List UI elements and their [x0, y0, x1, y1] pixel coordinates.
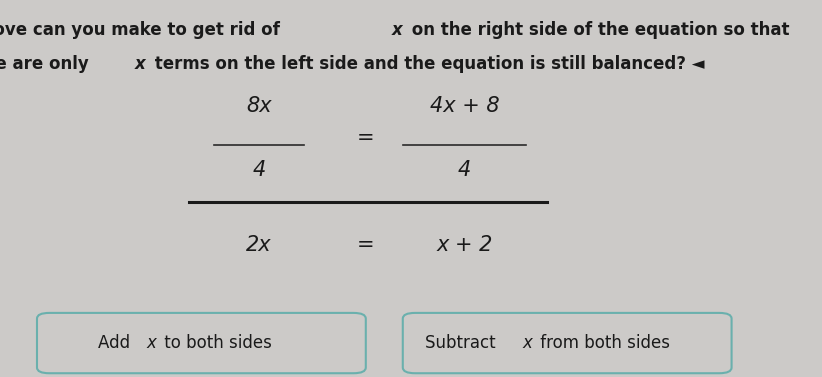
- Text: What move can you make to get rid of: What move can you make to get rid of: [0, 21, 286, 39]
- Text: Subtract: Subtract: [425, 334, 501, 352]
- Text: x: x: [146, 334, 156, 352]
- Text: on the right side of the equation so that: on the right side of the equation so tha…: [406, 21, 789, 39]
- Text: x: x: [135, 55, 145, 73]
- Text: 8x: 8x: [246, 95, 272, 116]
- Text: x: x: [392, 21, 403, 39]
- Text: x: x: [523, 334, 533, 352]
- FancyBboxPatch shape: [403, 313, 732, 373]
- Text: from both sides: from both sides: [535, 334, 671, 352]
- Text: 4: 4: [252, 159, 266, 180]
- Text: terms on the left side and the equation is still balanced? ◄︎: terms on the left side and the equation …: [149, 55, 704, 73]
- Text: there are only: there are only: [0, 55, 95, 73]
- Text: 4x + 8: 4x + 8: [430, 95, 499, 116]
- Text: 2x: 2x: [246, 235, 272, 255]
- Text: =: =: [357, 235, 375, 255]
- Text: 4: 4: [458, 159, 471, 180]
- Text: to both sides: to both sides: [159, 334, 272, 352]
- Text: Add: Add: [98, 334, 136, 352]
- Text: =: =: [357, 127, 375, 148]
- FancyBboxPatch shape: [37, 313, 366, 373]
- Text: x + 2: x + 2: [436, 235, 492, 255]
